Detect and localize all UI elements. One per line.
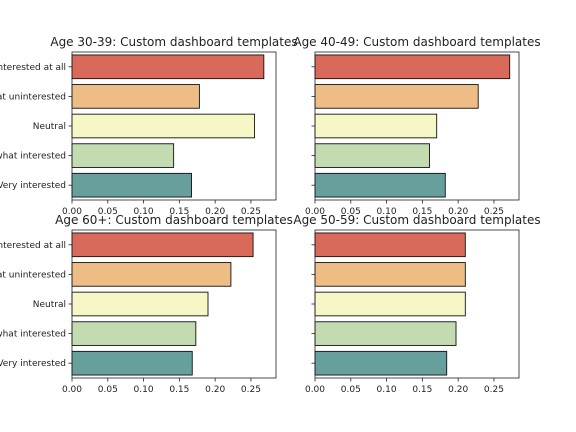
x-tick-label: 0.15 xyxy=(412,385,432,395)
bar-1 xyxy=(314,54,511,80)
bar-5 xyxy=(314,350,448,376)
subplot-title: Age 50-59: Custom dashboard templates xyxy=(293,213,540,227)
x-tick-label: 0.00 xyxy=(305,385,325,395)
x-tick-label: 0.05 xyxy=(98,207,118,217)
bar-3 xyxy=(314,113,438,139)
category-label: Very interested xyxy=(0,359,66,369)
category-label: Neutral xyxy=(33,122,66,132)
axes-frame xyxy=(314,229,520,379)
category-label: Somewhat uninterested xyxy=(0,92,66,102)
bar-5 xyxy=(314,172,446,198)
axes-frame xyxy=(314,51,520,201)
x-tick-label: 0.05 xyxy=(98,385,118,395)
subplot-3: Age 60+: Custom dashboard templates Not i… xyxy=(0,213,293,395)
category-label: Not interested at all xyxy=(0,63,66,73)
x-tick-label: 0.10 xyxy=(377,207,397,217)
subplot-title: Age 60+: Custom dashboard templates xyxy=(55,213,293,227)
bar-5 xyxy=(71,350,193,376)
x-tick-label: 0.00 xyxy=(305,207,325,217)
category-label: Not interested at all xyxy=(0,241,66,251)
x-tick-label: 0.25 xyxy=(241,207,261,217)
category-label: Somewhat interested xyxy=(0,330,66,340)
x-tick-label: 0.20 xyxy=(448,207,468,217)
bar-2 xyxy=(71,262,232,287)
bar-4 xyxy=(314,143,430,168)
x-tick-label: 0.20 xyxy=(448,385,468,395)
bar-2 xyxy=(71,84,200,109)
bar-4 xyxy=(71,321,197,346)
x-tick-label: 0.00 xyxy=(62,385,82,395)
bar-5 xyxy=(71,172,192,198)
x-tick-label: 0.05 xyxy=(341,207,361,217)
subplot-title: Age 40-49: Custom dashboard templates xyxy=(293,35,540,49)
subplot-1: Age 30-39: Custom dashboard templates Not… xyxy=(0,35,298,217)
bar-1 xyxy=(314,232,466,258)
category-label: Very interested xyxy=(0,181,66,191)
x-tick-label: 0.15 xyxy=(169,207,189,217)
bar-2 xyxy=(314,262,466,287)
bar-1 xyxy=(71,232,254,258)
x-tick-label: 0.10 xyxy=(377,385,397,395)
x-tick-label: 0.20 xyxy=(205,385,225,395)
bar-3 xyxy=(71,113,255,139)
x-tick-label: 0.20 xyxy=(205,207,225,217)
category-label: Neutral xyxy=(33,300,66,310)
axes-frame xyxy=(71,51,277,201)
subplot-title: Age 30-39: Custom dashboard templates xyxy=(50,35,297,49)
x-tick-label: 0.25 xyxy=(484,385,504,395)
category-label: Somewhat interested xyxy=(0,152,66,162)
axes-frame xyxy=(71,229,277,379)
subplot-4: Age 50-59: Custom dashboard templates 0.0… xyxy=(293,213,540,395)
bar-1 xyxy=(71,54,265,80)
bar-3 xyxy=(314,291,466,317)
subplot-2: Age 40-49: Custom dashboard templates 0.0… xyxy=(293,35,540,217)
bar-2 xyxy=(314,84,479,109)
category-label: Somewhat uninterested xyxy=(0,270,66,280)
x-tick-label: 0.25 xyxy=(241,385,261,395)
x-tick-label: 0.10 xyxy=(134,385,154,395)
bar-3 xyxy=(71,291,209,317)
bar-4 xyxy=(71,143,175,168)
bar-4 xyxy=(314,321,457,346)
x-tick-label: 0.25 xyxy=(484,207,504,217)
x-tick-label: 0.15 xyxy=(412,207,432,217)
x-tick-label: 0.05 xyxy=(341,385,361,395)
x-tick-label: 0.00 xyxy=(62,207,82,217)
x-tick-label: 0.10 xyxy=(134,207,154,217)
x-tick-label: 0.15 xyxy=(169,385,189,395)
